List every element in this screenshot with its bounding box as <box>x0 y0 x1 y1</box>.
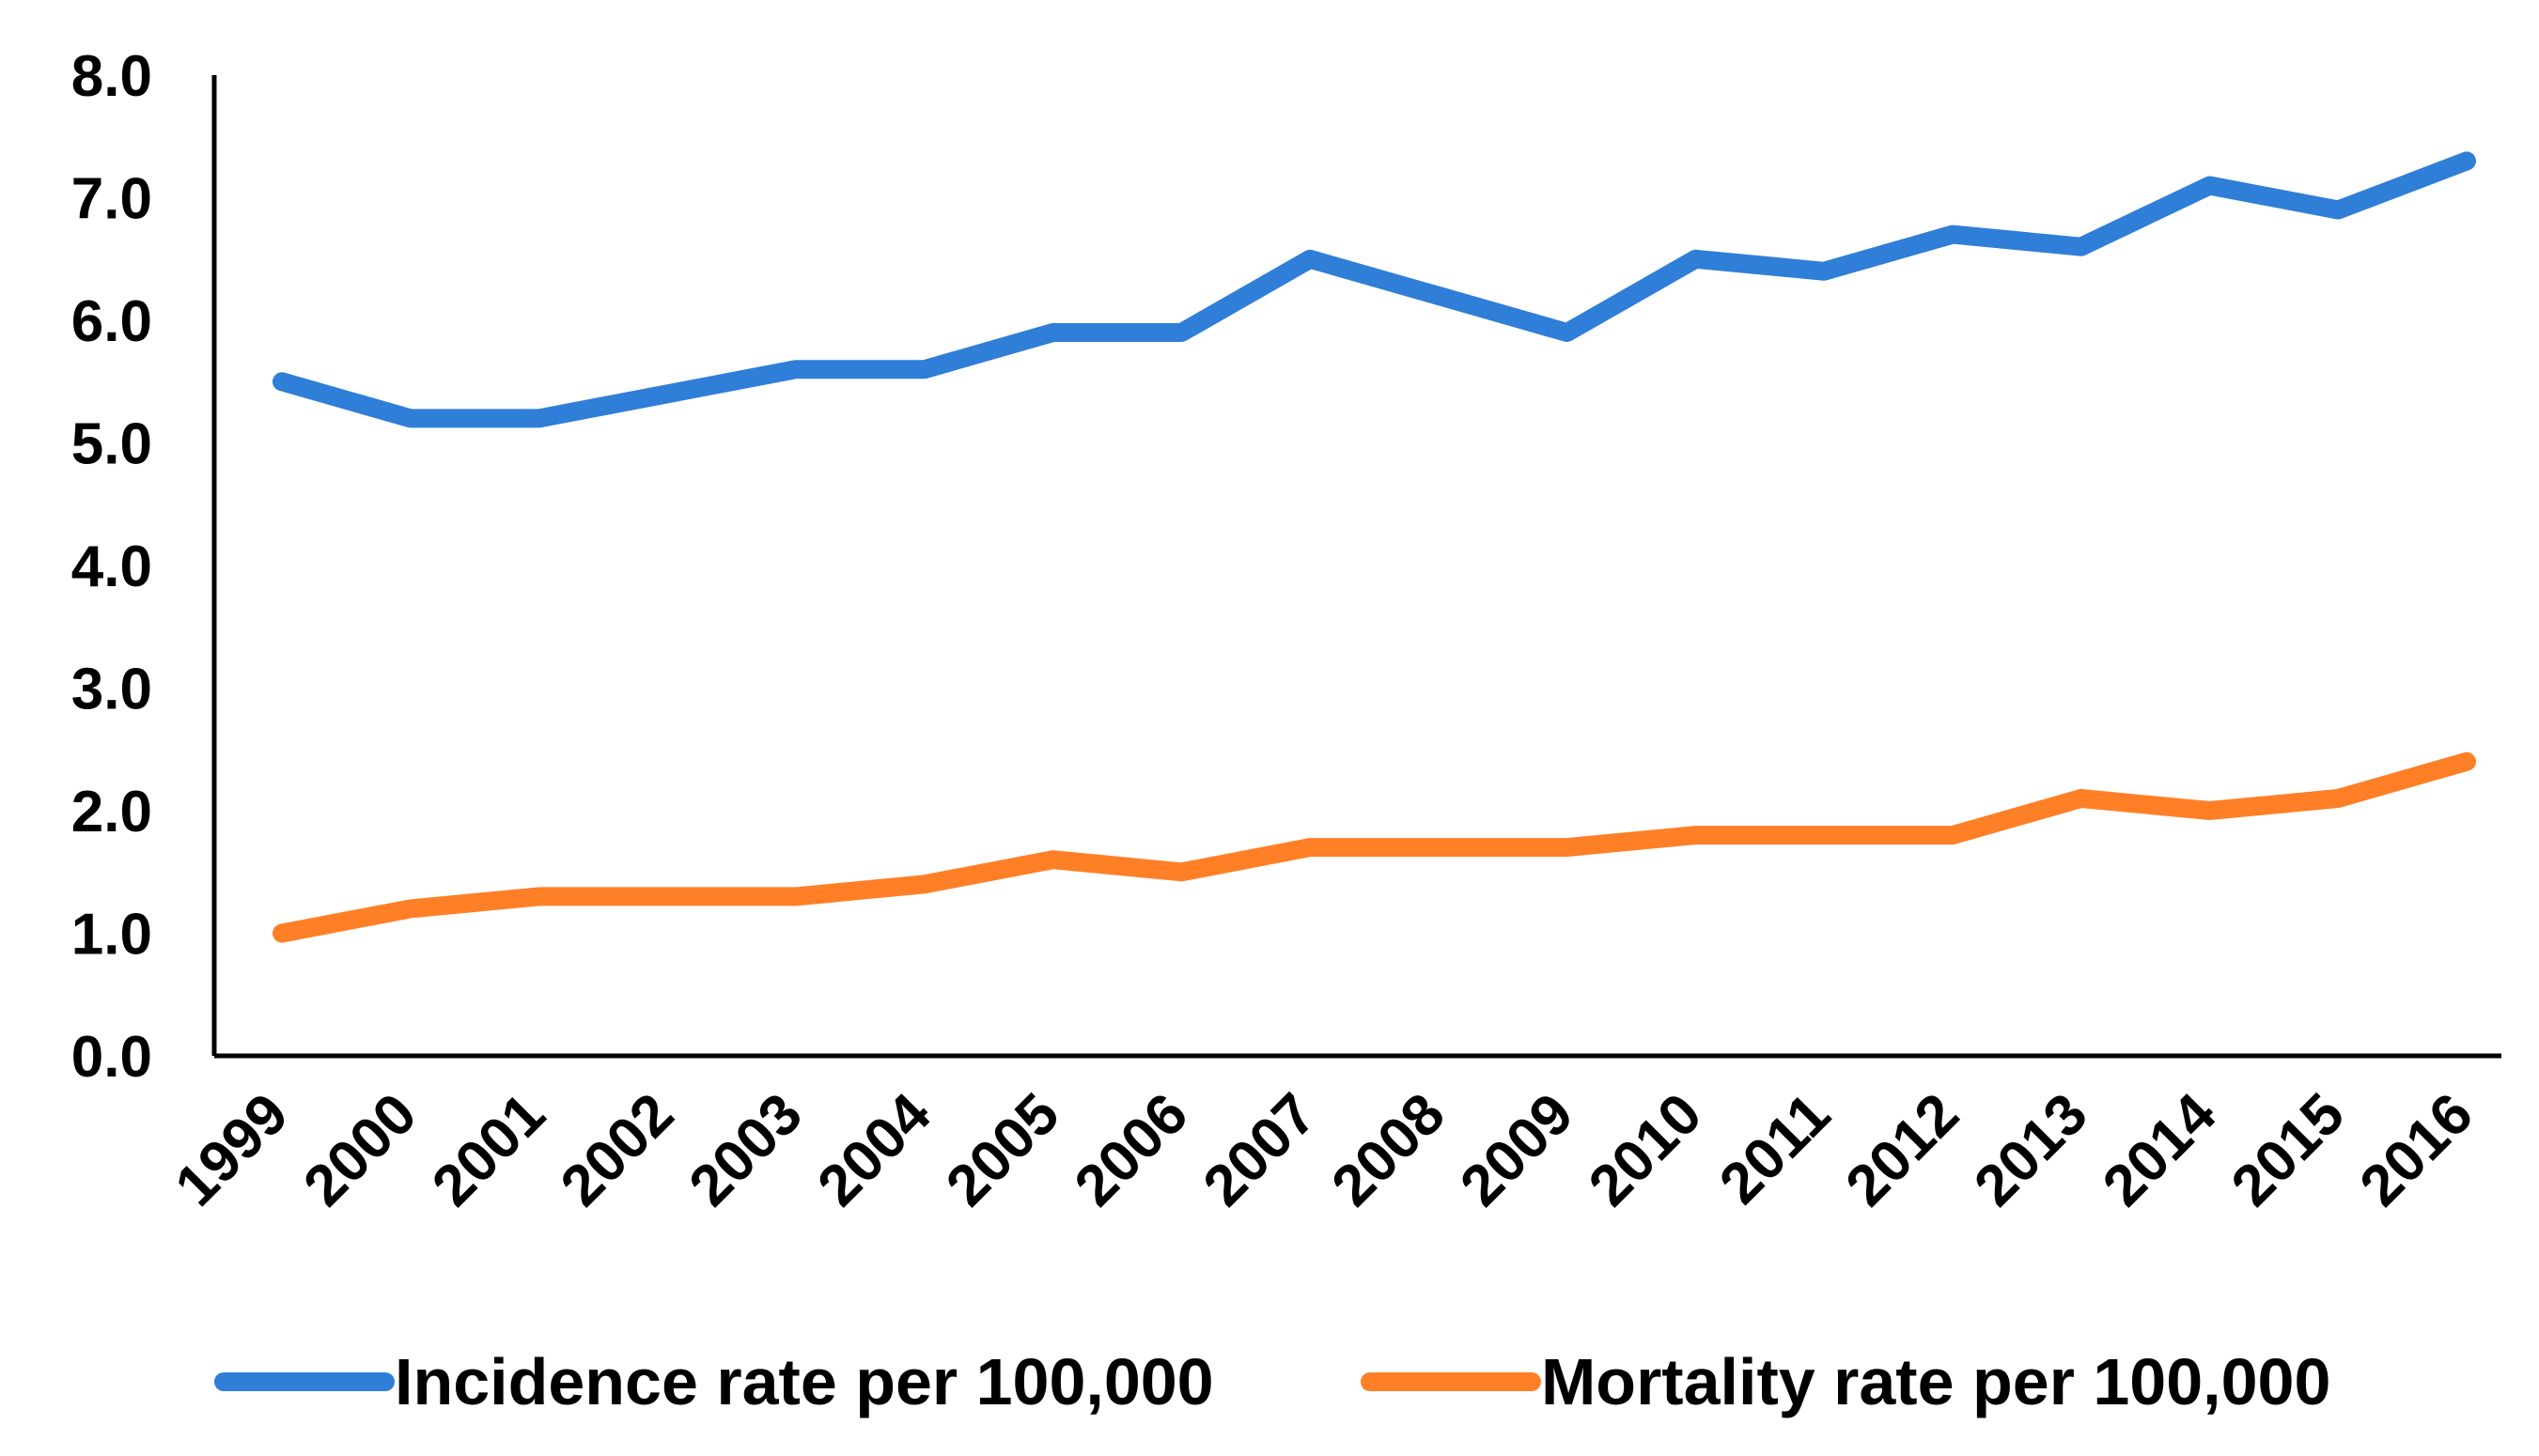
x-tick-label: 2009 <box>1448 1081 1585 1218</box>
mortality-point-2009 <box>1565 844 1570 850</box>
x-tick-label: 2011 <box>1707 1081 1843 1216</box>
mortality-point-2010 <box>1692 832 1698 838</box>
legend-label-mortality: Mortality rate per 100,000 <box>1541 1345 2330 1418</box>
y-tick-label: 0.0 <box>71 1025 152 1090</box>
x-tick-label: 1999 <box>164 1081 301 1218</box>
mortality-point-2001 <box>537 893 542 899</box>
incidence-point-2014 <box>2206 182 2212 188</box>
x-tick-label: 2005 <box>934 1081 1071 1218</box>
incidence-rate-line <box>273 151 2476 428</box>
x-tick-label: 2008 <box>1319 1081 1456 1218</box>
x-tick-label: 2012 <box>1834 1081 1971 1218</box>
mortality-point-2013 <box>2079 796 2084 801</box>
series-lines <box>273 151 2476 943</box>
y-tick-label: 3.0 <box>71 658 152 722</box>
x-tick-label: 2007 <box>1192 1081 1329 1218</box>
mortality-point-2008 <box>1436 844 1441 850</box>
x-tick-label: 2015 <box>2220 1081 2357 1218</box>
incidence-point-2016 <box>2464 158 2469 163</box>
incidence-point-1999 <box>279 379 285 384</box>
x-tick-label: 2006 <box>1063 1081 1200 1218</box>
mortality-point-2007 <box>1307 844 1313 850</box>
y-tick-label: 8.0 <box>71 44 152 109</box>
incidence-point-2002 <box>664 391 670 396</box>
incidence-point-2015 <box>2335 208 2341 213</box>
x-tick-label: 2010 <box>1577 1081 1714 1218</box>
mortality-point-2012 <box>1950 832 1955 838</box>
incidence-point-2008 <box>1436 293 1441 299</box>
y-tick-label: 7.0 <box>71 167 152 232</box>
incidence-point-2005 <box>1051 330 1056 335</box>
y-axis-tick-labels: 0.0 1.0 2.0 3.0 4.0 5.0 6.0 7.0 8.0 <box>71 44 152 1090</box>
mortality-point-2011 <box>1821 832 1827 838</box>
mortality-point-2002 <box>664 893 670 899</box>
legend-label-incidence: Incidence rate per 100,000 <box>395 1345 1214 1418</box>
incidence-point-2000 <box>408 415 413 421</box>
incidence-point-2003 <box>793 366 799 372</box>
y-tick-label: 1.0 <box>71 903 152 968</box>
x-tick-label: 2014 <box>2091 1081 2229 1219</box>
x-tick-label: 2000 <box>291 1081 428 1218</box>
y-tick-label: 4.0 <box>71 534 152 599</box>
incidence-point-2011 <box>1821 269 1827 274</box>
x-tick-label: 2016 <box>2348 1081 2485 1218</box>
mortality-point-2004 <box>922 881 927 887</box>
incidence-point-2004 <box>922 366 927 372</box>
incidence-point-2001 <box>537 415 542 421</box>
x-tick-label: 2004 <box>805 1081 943 1219</box>
mortality-point-2005 <box>1051 857 1056 862</box>
incidence-point-2013 <box>2079 244 2084 250</box>
mortality-rate-line <box>273 751 2476 943</box>
x-tick-label: 2001 <box>420 1081 557 1218</box>
mortality-point-2006 <box>1178 869 1184 875</box>
mortality-point-2003 <box>793 893 799 899</box>
incidence-point-2007 <box>1307 256 1313 262</box>
incidence-point-2006 <box>1178 330 1184 335</box>
y-tick-label: 6.0 <box>71 289 152 354</box>
legend: Incidence rate per 100,000 Mortality rat… <box>214 1345 2330 1418</box>
mortality-point-2014 <box>2206 808 2212 813</box>
x-tick-label: 2003 <box>678 1081 815 1218</box>
mortality-point-2015 <box>2335 796 2341 801</box>
y-tick-label: 5.0 <box>71 412 152 477</box>
incidence-point-2009 <box>1565 330 1570 335</box>
mortality-point-1999 <box>279 931 285 937</box>
incidence-point-2010 <box>1692 256 1698 262</box>
x-axis-tick-labels: 1999200020012002200320042005200620072008… <box>164 1081 2485 1219</box>
mortality-point-2000 <box>408 906 413 911</box>
incidence-point-2012 <box>1950 232 1955 238</box>
x-tick-label: 2002 <box>549 1081 686 1218</box>
mortality-point-2016 <box>2464 759 2469 765</box>
x-tick-label: 2013 <box>1962 1081 2099 1218</box>
y-tick-label: 2.0 <box>71 780 152 844</box>
